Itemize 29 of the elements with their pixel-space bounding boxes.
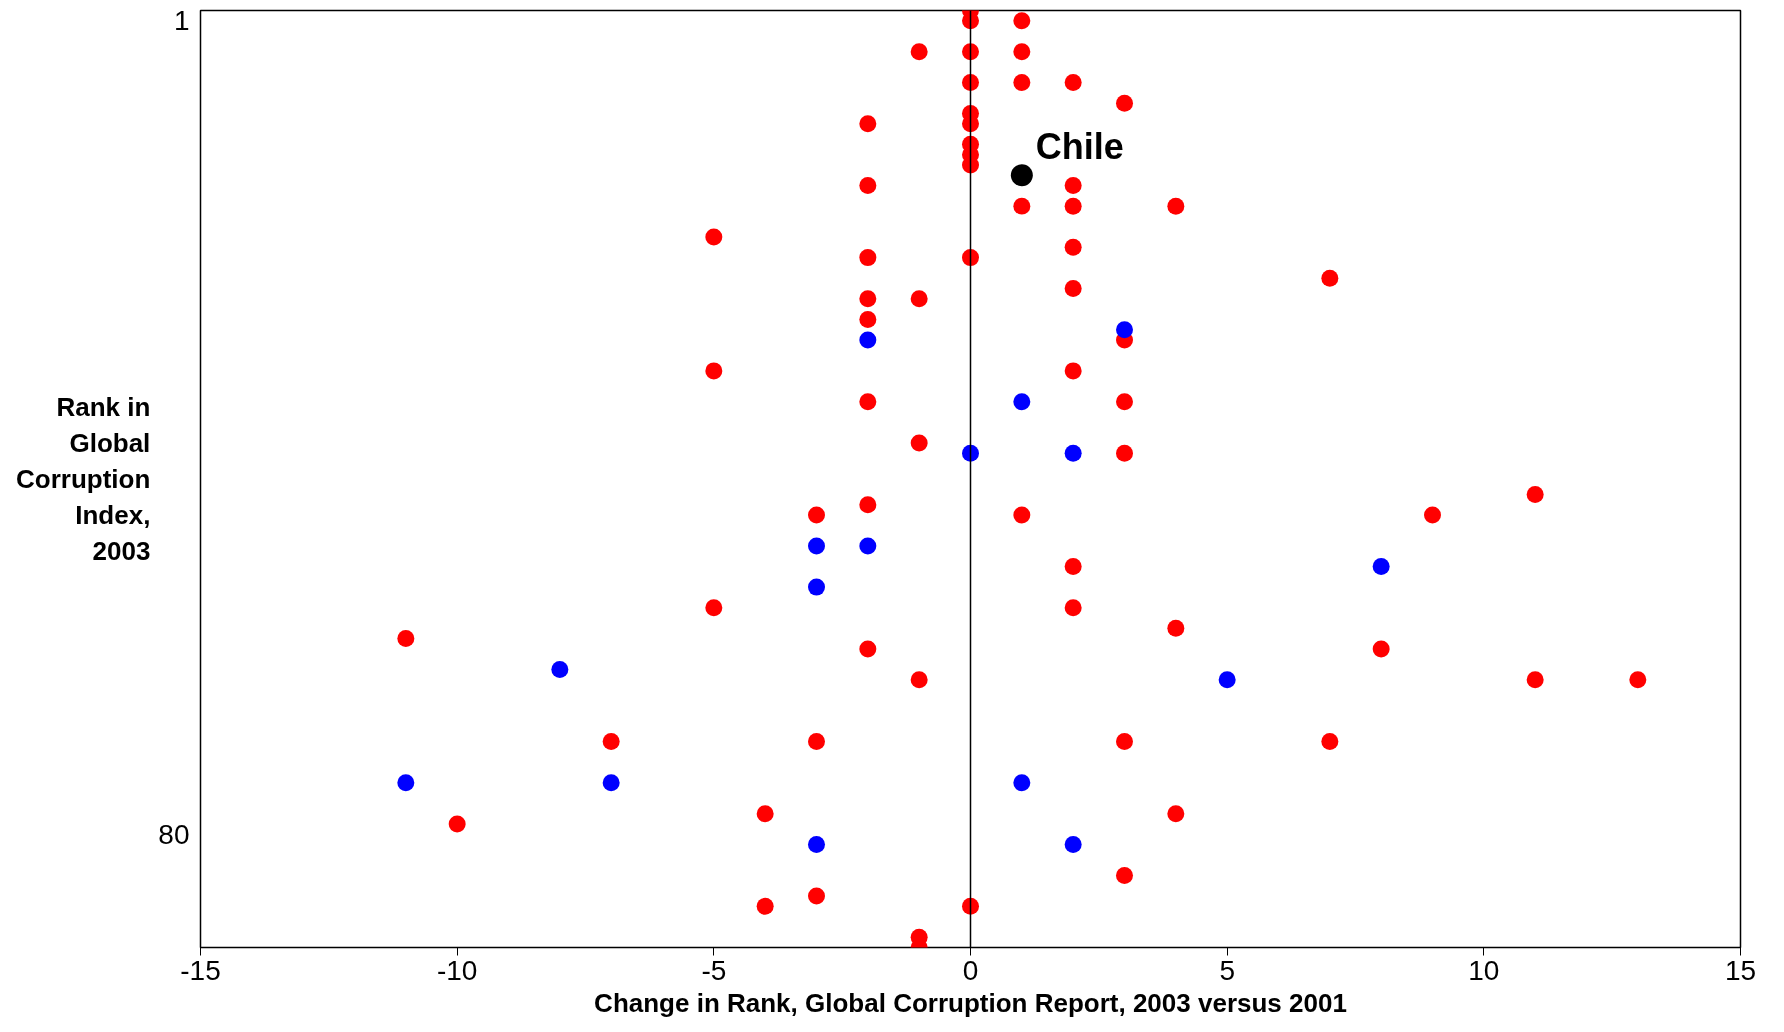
y-axis-title: Rank in Global Corruption Index, 2003 xyxy=(16,392,151,566)
y-tick-label: 1 xyxy=(173,5,190,37)
point xyxy=(1372,558,1390,576)
x-axis-title: Change in Rank, Global Corruption Report, 2003 versus 2001 xyxy=(594,987,1347,1018)
point xyxy=(859,331,877,349)
y-tick-label: 80 xyxy=(158,818,190,850)
x-tick-label: 15 xyxy=(1724,954,1757,986)
point xyxy=(1064,836,1082,854)
point xyxy=(1013,393,1031,411)
point xyxy=(808,578,825,596)
point xyxy=(551,661,569,678)
point xyxy=(1013,774,1031,792)
point xyxy=(1116,321,1133,339)
x-tick-label: -5 xyxy=(701,954,727,986)
annotation: Chile xyxy=(1035,126,1124,168)
x-tick-label: -10 xyxy=(436,954,478,986)
point xyxy=(808,836,825,854)
x-tick-label: 0 xyxy=(962,954,979,986)
point xyxy=(602,774,620,792)
point xyxy=(1064,444,1082,462)
point xyxy=(397,774,415,792)
x-tick-label: 5 xyxy=(1219,954,1235,986)
point xyxy=(1010,164,1033,187)
x-tick-label: -15 xyxy=(180,954,221,986)
x-tick-label: 10 xyxy=(1468,954,1500,986)
point xyxy=(808,537,825,555)
point xyxy=(962,444,979,462)
point xyxy=(859,537,877,555)
point xyxy=(1218,671,1236,689)
